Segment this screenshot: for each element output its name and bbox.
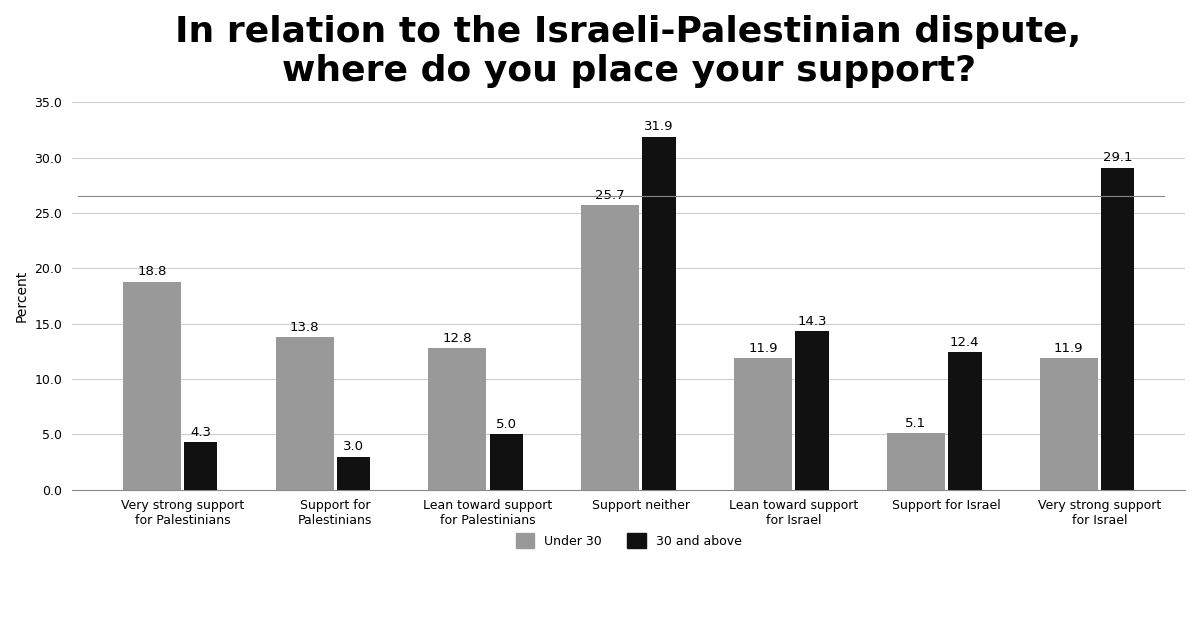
Text: 14.3: 14.3 [797, 315, 827, 328]
Text: 12.4: 12.4 [950, 336, 979, 349]
Bar [581, 205, 640, 490]
Bar [1039, 358, 1098, 490]
Bar [734, 358, 792, 490]
Text: 11.9: 11.9 [749, 341, 778, 355]
Text: 13.8: 13.8 [290, 320, 319, 333]
Bar [428, 348, 486, 490]
Bar [642, 137, 676, 490]
Bar [887, 434, 944, 490]
Text: 3.0: 3.0 [343, 440, 364, 453]
Text: 12.8: 12.8 [443, 332, 472, 345]
Text: 4.3: 4.3 [190, 426, 211, 439]
Text: 5.0: 5.0 [496, 418, 517, 431]
Bar [1100, 167, 1134, 490]
Bar [490, 434, 523, 490]
Text: 11.9: 11.9 [1054, 341, 1084, 355]
Legend: Under 30, 30 and above: Under 30, 30 and above [510, 528, 746, 553]
Y-axis label: Percent: Percent [16, 270, 29, 322]
Bar [796, 332, 829, 490]
Bar [184, 442, 217, 490]
Title: In relation to the Israeli-Palestinian dispute,
where do you place your support?: In relation to the Israeli-Palestinian d… [175, 15, 1081, 88]
Text: 29.1: 29.1 [1103, 151, 1133, 164]
Text: 18.8: 18.8 [137, 265, 167, 278]
Text: 31.9: 31.9 [644, 120, 674, 133]
Bar [122, 282, 181, 490]
Text: 5.1: 5.1 [905, 417, 926, 430]
Text: 25.7: 25.7 [595, 189, 625, 202]
Bar [337, 457, 371, 490]
Bar [948, 353, 982, 490]
Bar [276, 337, 334, 490]
